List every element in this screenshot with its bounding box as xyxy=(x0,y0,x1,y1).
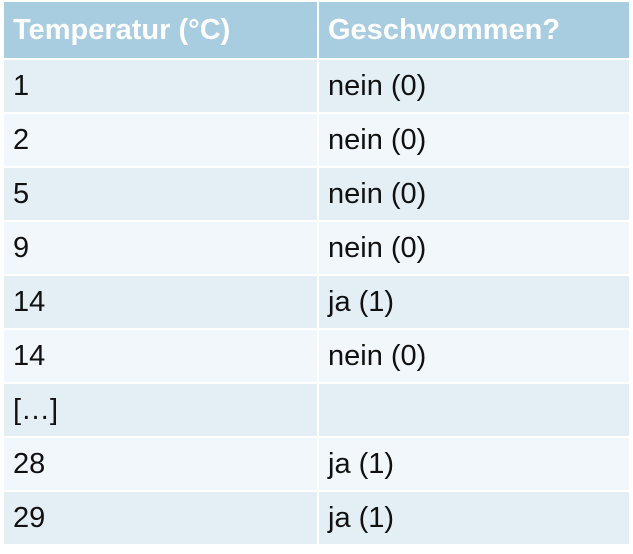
cell-swam: nein (0) xyxy=(319,166,629,220)
table-row: 14 ja (1) xyxy=(4,274,629,328)
header-temperature: Temperatur (°C) xyxy=(4,2,319,58)
cell-temperature: 5 xyxy=(4,166,319,220)
header-swam: Geschwommen? xyxy=(319,2,629,58)
cell-swam: nein (0) xyxy=(319,58,629,112)
table-row: 1 nein (0) xyxy=(4,58,629,112)
cell-swam: ja (1) xyxy=(319,274,629,328)
cell-temperature: 28 xyxy=(4,436,319,490)
cell-swam: ja (1) xyxy=(319,490,629,544)
table-row: 5 nein (0) xyxy=(4,166,629,220)
cell-swam: nein (0) xyxy=(319,112,629,166)
temperature-swim-table: Temperatur (°C) Geschwommen? 1 nein (0) … xyxy=(4,2,629,544)
cell-swam: nein (0) xyxy=(319,328,629,382)
cell-temperature: 2 xyxy=(4,112,319,166)
cell-swam: nein (0) xyxy=(319,220,629,274)
cell-temperature: 1 xyxy=(4,58,319,112)
cell-temperature: 9 xyxy=(4,220,319,274)
table-row: 9 nein (0) xyxy=(4,220,629,274)
cell-temperature: 14 xyxy=(4,274,319,328)
table-row: 28 ja (1) xyxy=(4,436,629,490)
table-row: 29 ja (1) xyxy=(4,490,629,544)
table-row: 14 nein (0) xyxy=(4,328,629,382)
table-row: […] xyxy=(4,382,629,436)
cell-temperature: 14 xyxy=(4,328,319,382)
cell-temperature: […] xyxy=(4,382,319,436)
data-table-container: Temperatur (°C) Geschwommen? 1 nein (0) … xyxy=(4,2,629,552)
cell-swam: ja (1) xyxy=(319,436,629,490)
cell-swam xyxy=(319,382,629,436)
table-header-row: Temperatur (°C) Geschwommen? xyxy=(4,2,629,58)
table-row: 2 nein (0) xyxy=(4,112,629,166)
cell-temperature: 29 xyxy=(4,490,319,544)
